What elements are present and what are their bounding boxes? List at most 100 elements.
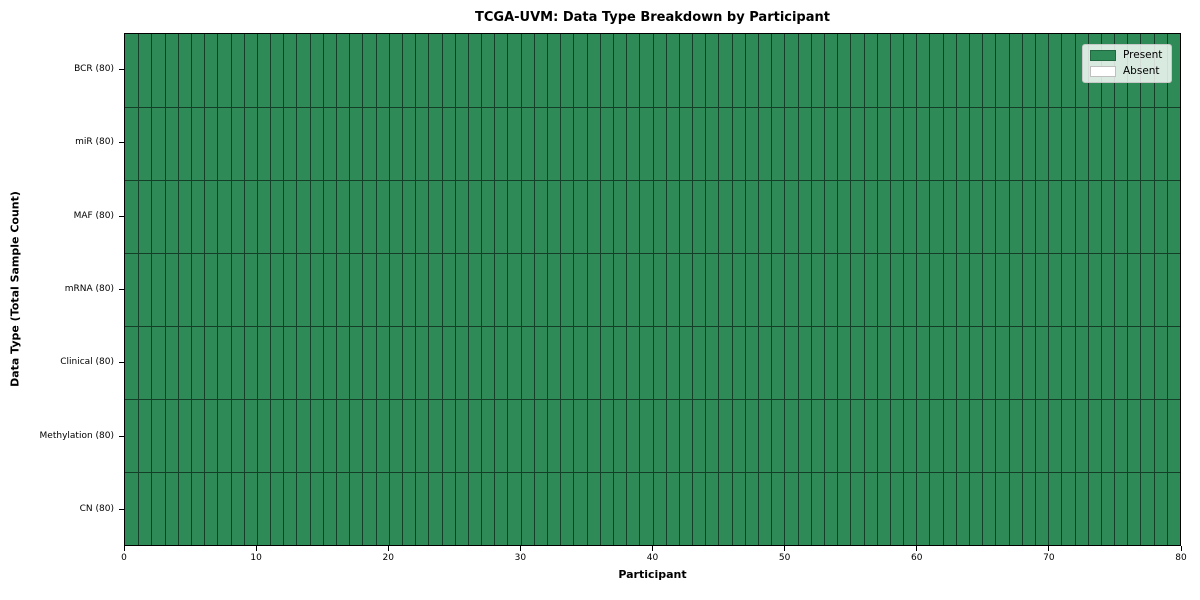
heatmap-cell [982,472,996,545]
heatmap-cell [705,472,719,545]
heatmap-cell [547,180,561,253]
heatmap-cell [797,253,811,326]
heatmap-cell [1100,180,1115,253]
heatmap-cell [573,253,587,326]
heatmap-cell [1074,472,1088,545]
heatmap-cell [1127,326,1141,399]
heatmap-cell [612,180,627,253]
heatmap-cell [270,34,284,107]
heatmap-cell [718,107,732,180]
heatmap-cell [982,34,996,107]
heatmap-cell [612,399,627,472]
heatmap-cell [270,472,284,545]
heatmap-cell [138,180,152,253]
heatmap-cell [1087,253,1101,326]
heatmap-cell [190,107,205,180]
heatmap-cell [362,399,376,472]
heatmap-cell [1114,253,1128,326]
heatmap-cell [494,180,508,253]
heatmap-cell [533,326,547,399]
heatmap-cell [626,107,640,180]
heatmap-cell [164,399,178,472]
heatmap-cell [388,34,402,107]
heatmap-cell [125,253,139,326]
heatmap-cell [494,34,508,107]
heatmap-cell [520,107,534,180]
heatmap-cell [454,34,468,107]
heatmap-cell [1034,472,1049,545]
heatmap-cell [256,107,271,180]
heatmap-cell [1034,399,1049,472]
heatmap-cell [1140,326,1154,399]
heatmap-cell [1153,107,1167,180]
heatmap-cell [942,326,956,399]
heatmap-cell [243,326,257,399]
heatmap-cell [388,107,402,180]
heatmap-cell [125,107,139,180]
heatmap-cell [1153,472,1167,545]
heatmap-cell [1140,472,1154,545]
heatmap-cell [217,326,231,399]
heatmap-cell [797,107,811,180]
heatmap-cell [876,180,890,253]
heatmap-cell [810,107,824,180]
heatmap-cell [1034,180,1049,253]
heatmap-cell [1140,107,1154,180]
heatmap-cell [428,107,442,180]
heatmap-cell [309,180,323,253]
heatmap-cell [678,472,693,545]
heatmap-cell [1021,107,1035,180]
heatmap-cell [547,399,561,472]
heatmap-cell [283,180,297,253]
heatmap-cell [428,180,442,253]
heatmap-cell [1008,472,1022,545]
heatmap-cell [797,472,811,545]
heatmap-cell [467,399,482,472]
heatmap-cell [1008,399,1022,472]
heatmap-cell [797,180,811,253]
y-tick-mark [119,69,124,71]
heatmap-cell [151,180,165,253]
heatmap-cell [375,472,389,545]
heatmap-cell [652,253,666,326]
heatmap-cell [309,326,323,399]
heatmap-cell [1074,253,1088,326]
legend-label: Present [1123,49,1163,62]
heatmap-cell [784,399,798,472]
y-tick-mark [119,508,124,510]
x-tick-mark [519,546,521,551]
heatmap-cell [256,180,271,253]
heatmap-cell [283,472,297,545]
heatmap-cell [837,399,851,472]
heatmap-cell [270,399,284,472]
heatmap-cell [481,34,495,107]
heatmap-cell [151,253,165,326]
heatmap-cell [507,399,521,472]
heatmap-cell [573,34,587,107]
heatmap-cell [929,399,943,472]
heatmap-cell [388,472,402,545]
heatmap-cell [243,253,257,326]
heatmap-cell [283,253,297,326]
heatmap-cell [1008,34,1022,107]
heatmap-cell [560,472,574,545]
heatmap-cell [731,107,745,180]
heatmap-cell [771,253,785,326]
heatmap-cell [270,180,284,253]
heatmap-cell [560,326,574,399]
heatmap-cell [309,472,323,545]
heatmap-cell [744,326,758,399]
heatmap-cell [138,326,152,399]
heatmap-cell [1061,253,1075,326]
heatmap-cell [481,180,495,253]
heatmap-cell [1140,253,1154,326]
heatmap-cell [533,107,547,180]
heatmap-cell [612,253,627,326]
heatmap-cell [401,399,416,472]
heatmap-cell [850,326,864,399]
heatmap-cell [612,107,627,180]
heatmap-cell [731,326,745,399]
heatmap-cell [296,253,310,326]
heatmap-cell [1074,326,1088,399]
heatmap-cell [1114,326,1128,399]
